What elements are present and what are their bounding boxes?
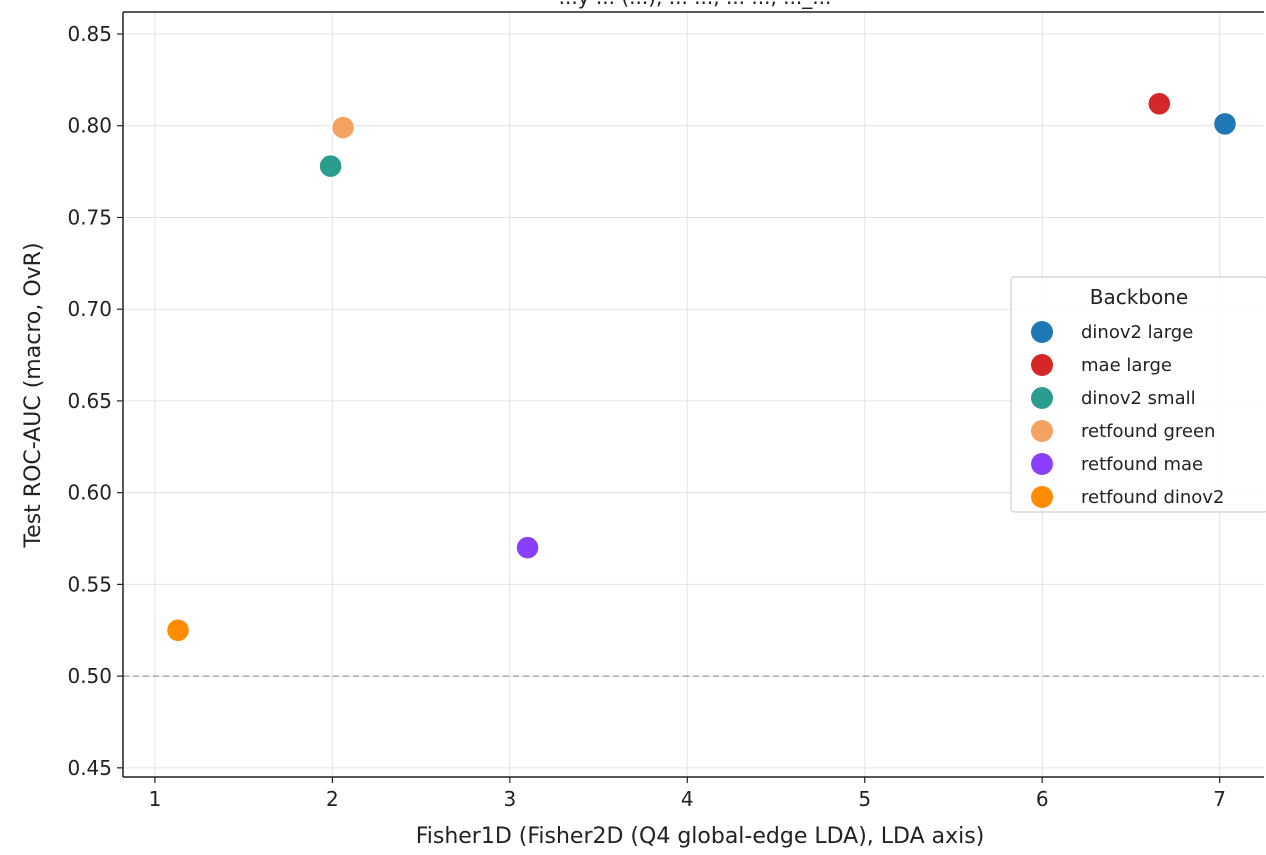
legend: Backbone dinov2 large mae large dinov2 smal… [1010,276,1266,513]
x-tick-label: 6 [1036,787,1049,811]
x-ticks: 1 2 3 4 5 6 7 [149,777,1226,811]
y-tick-label: 0.75 [67,205,112,229]
legend-label: dinov2 small [1081,388,1196,409]
y-axis-label: Test ROC-AUC (macro, OvR) [21,242,46,548]
chart-title: ...y ... (...), ... ..., ... ..., ..._..… [559,0,832,9]
legend-marker [1031,486,1053,508]
legend-box [1010,276,1266,513]
axes-frame [122,11,1264,778]
y-ticks: 0.45 0.50 0.55 0.60 0.65 0.70 0.75 0.80 0.85 [67,22,123,780]
legend-label: retfound dinov2 [1081,487,1224,508]
data-point-dinov2-small [318,153,343,179]
legend-marker [1031,387,1053,409]
legend-title: Backbone [1090,285,1188,309]
x-tick-label: 7 [1213,787,1226,811]
y-tick-label: 0.50 [67,664,112,688]
y-tick-label: 0.45 [67,756,112,780]
x-tick-label: 3 [503,787,516,811]
y-tick-label: 0.80 [67,114,112,138]
legend-marker [1031,420,1053,442]
data-point-retfound-dinov2 [165,617,191,643]
data-point-dinov2-large [1212,111,1238,137]
legend-marker [1031,321,1053,343]
data-point-retfound-mae [515,535,540,560]
y-tick-label: 0.65 [67,389,112,413]
data-points [165,91,1238,643]
legend-label: retfound green [1081,421,1215,442]
x-tick-label: 5 [858,787,871,811]
legend-label: retfound mae [1081,454,1203,475]
data-point-mae-large [1147,91,1172,116]
x-axis-label: Fisher1D (Fisher2D (Q4 global-edge LDA),… [416,824,985,849]
data-point-retfound-green [330,115,356,140]
y-tick-label: 0.85 [67,22,112,46]
y-tick-label: 0.70 [67,297,112,321]
legend-marker [1031,354,1053,376]
y-tick-label: 0.60 [67,481,112,505]
x-tick-label: 2 [326,787,339,811]
legend-marker [1031,453,1053,475]
legend-label: mae large [1081,355,1172,376]
y-tick-label: 0.55 [67,572,112,596]
x-tick-label: 4 [681,787,694,811]
legend-label: dinov2 large [1081,322,1193,343]
x-tick-label: 1 [149,787,162,811]
